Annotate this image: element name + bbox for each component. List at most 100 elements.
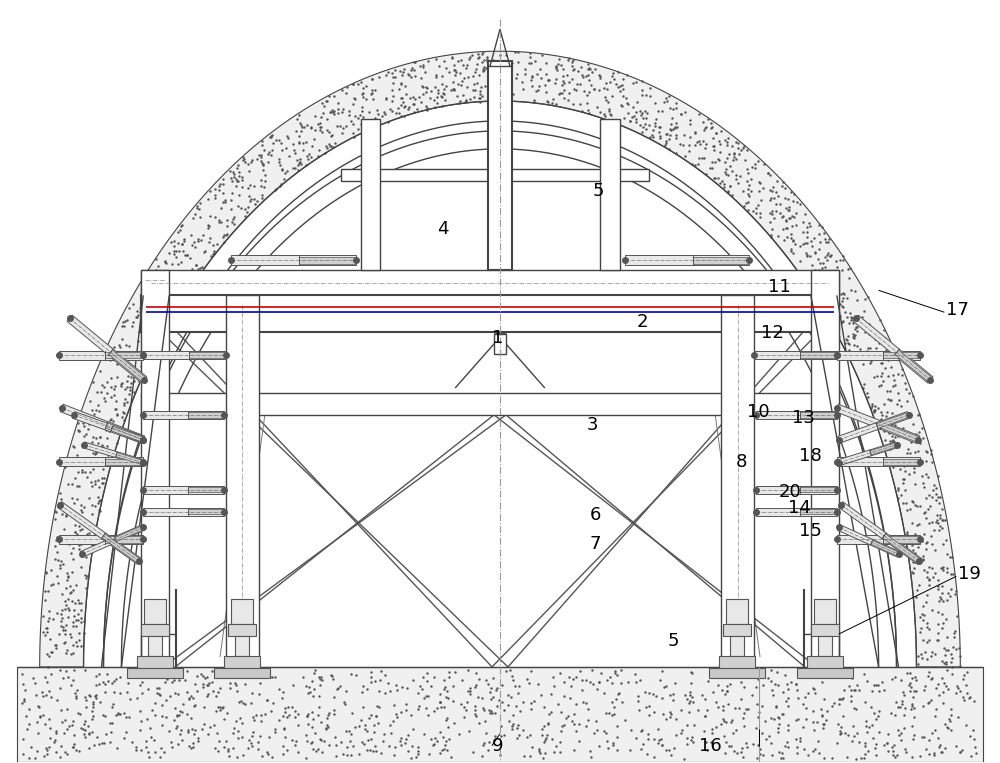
Polygon shape	[59, 457, 143, 466]
Bar	[807, 656, 843, 668]
Polygon shape	[835, 404, 920, 443]
Text: 12: 12	[761, 324, 784, 342]
Bar	[719, 656, 755, 668]
Text: 19: 19	[958, 565, 981, 583]
Polygon shape	[143, 411, 224, 419]
Text: 11: 11	[768, 278, 791, 296]
Polygon shape	[115, 526, 144, 542]
Bar	[17, 667, 983, 761]
Bar	[214, 668, 270, 678]
Polygon shape	[67, 315, 147, 383]
Polygon shape	[188, 487, 224, 492]
Polygon shape	[876, 413, 909, 428]
Text: 4: 4	[437, 220, 449, 237]
Bar	[721, 295, 754, 667]
Polygon shape	[895, 350, 932, 382]
Polygon shape	[72, 411, 144, 443]
Bar	[814, 599, 836, 623]
Bar	[726, 599, 748, 623]
Text: 5: 5	[667, 632, 679, 650]
Text: 16: 16	[699, 736, 722, 755]
Polygon shape	[756, 485, 837, 494]
Polygon shape	[693, 257, 749, 264]
Polygon shape	[188, 509, 224, 514]
Polygon shape	[80, 525, 144, 557]
Polygon shape	[109, 350, 146, 382]
Bar	[144, 599, 166, 623]
Text: 3: 3	[587, 416, 598, 434]
Polygon shape	[838, 411, 910, 443]
Text: 5: 5	[593, 182, 604, 200]
Polygon shape	[106, 423, 144, 443]
Text: 18: 18	[799, 446, 822, 465]
Bar	[730, 636, 744, 656]
Polygon shape	[105, 352, 143, 359]
Bar	[141, 270, 839, 295]
Polygon shape	[883, 352, 920, 359]
Polygon shape	[143, 351, 226, 359]
Polygon shape	[143, 485, 224, 494]
Bar	[228, 623, 256, 636]
Polygon shape	[754, 351, 837, 359]
Polygon shape	[59, 535, 143, 544]
Bar	[341, 169, 649, 181]
Bar	[494, 334, 506, 354]
Text: 2: 2	[637, 314, 648, 331]
Polygon shape	[625, 256, 749, 266]
Bar	[361, 119, 380, 270]
Polygon shape	[756, 507, 837, 516]
Polygon shape	[837, 457, 920, 466]
Polygon shape	[838, 442, 897, 465]
Bar	[811, 623, 839, 636]
Polygon shape	[839, 502, 922, 564]
Bar	[811, 270, 839, 667]
Bar	[231, 599, 253, 623]
Text: 1: 1	[492, 329, 503, 347]
Bar	[488, 61, 512, 270]
Polygon shape	[871, 540, 899, 556]
Polygon shape	[299, 257, 356, 264]
Text: 17: 17	[946, 301, 969, 319]
Polygon shape	[881, 423, 919, 443]
Polygon shape	[883, 459, 920, 465]
Polygon shape	[105, 536, 143, 542]
Polygon shape	[756, 411, 837, 419]
Polygon shape	[800, 353, 837, 358]
Polygon shape	[870, 443, 897, 455]
Bar	[141, 270, 169, 667]
Polygon shape	[188, 412, 224, 417]
Polygon shape	[189, 353, 226, 358]
Text: 15: 15	[799, 523, 822, 540]
Bar	[141, 295, 839, 332]
Polygon shape	[853, 315, 933, 383]
Bar	[235, 636, 249, 656]
Text: 13: 13	[792, 409, 815, 427]
Polygon shape	[105, 459, 143, 465]
Bar	[141, 393, 839, 415]
Text: 10: 10	[747, 403, 770, 421]
Polygon shape	[60, 404, 145, 443]
Polygon shape	[800, 487, 837, 492]
Polygon shape	[883, 534, 921, 563]
Text: 7: 7	[590, 536, 601, 553]
Bar	[797, 668, 853, 678]
Bar	[723, 623, 751, 636]
Polygon shape	[58, 502, 141, 564]
Polygon shape	[102, 534, 141, 563]
Polygon shape	[116, 452, 144, 465]
Polygon shape	[883, 536, 920, 542]
Bar	[224, 656, 260, 668]
Polygon shape	[838, 525, 900, 557]
Polygon shape	[837, 535, 920, 544]
Text: 20: 20	[779, 483, 802, 501]
Polygon shape	[231, 256, 356, 266]
Text: 8: 8	[736, 452, 748, 471]
Polygon shape	[143, 507, 224, 516]
Bar	[709, 668, 765, 678]
Text: 6: 6	[590, 506, 601, 523]
Polygon shape	[111, 427, 144, 442]
Text: 9: 9	[492, 736, 504, 755]
Polygon shape	[837, 351, 920, 359]
Text: 14: 14	[788, 498, 811, 517]
Bar	[141, 623, 169, 636]
